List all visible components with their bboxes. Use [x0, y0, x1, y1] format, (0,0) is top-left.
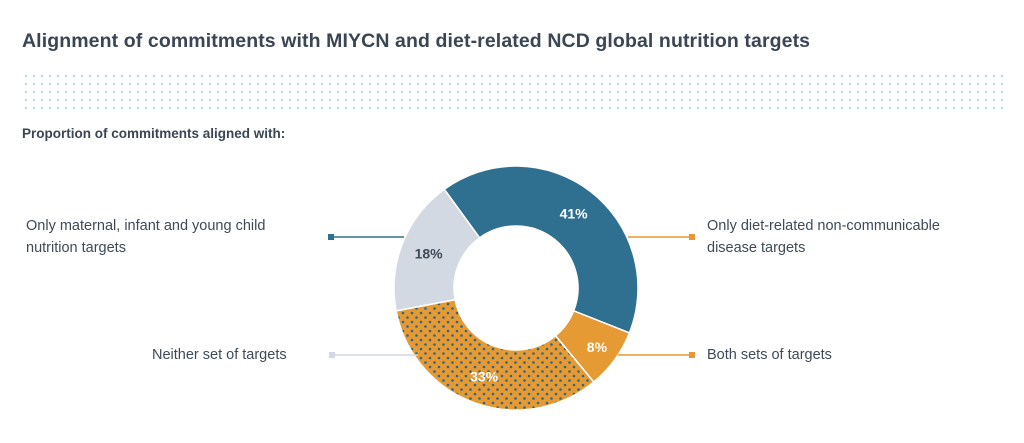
slice-value-label-maternal: 41%	[560, 206, 589, 222]
legend-label-ncd-line2: disease targets	[707, 240, 806, 256]
chart-title: Alignment of commitments with MIYCN and …	[22, 30, 811, 52]
legend-label-neither: Neither set of targets	[152, 347, 287, 363]
legend-label-maternal-line2: nutrition targets	[26, 240, 126, 256]
legend-label-ncd: Only diet-related non-communicable disea…	[707, 215, 1007, 259]
decorative-dot-band	[22, 72, 1004, 110]
legend-label-ncd-line1: Only diet-related non-communicable	[707, 218, 940, 234]
donut-slice-neither	[393, 188, 481, 312]
donut-slice-both	[395, 298, 595, 411]
chart-subtitle: Proportion of commitments aligned with:	[22, 126, 286, 141]
slice-value-label-neither: 18%	[415, 245, 444, 261]
legend-marker-neither	[329, 352, 335, 358]
slice-value-label-ncd: 8%	[587, 339, 608, 355]
legend-marker-maternal	[328, 234, 334, 240]
slice-value-label-both: 33%	[470, 368, 499, 384]
legend-label-maternal-line1: Only maternal, infant and young child	[26, 218, 266, 234]
legend-label-both: Both sets of targets	[707, 347, 832, 363]
legend-marker-ncd	[689, 234, 695, 240]
legend-label-maternal: Only maternal, infant and young child nu…	[26, 215, 346, 259]
donut-slice-maternal	[443, 165, 639, 334]
legend-marker-both	[689, 352, 695, 358]
